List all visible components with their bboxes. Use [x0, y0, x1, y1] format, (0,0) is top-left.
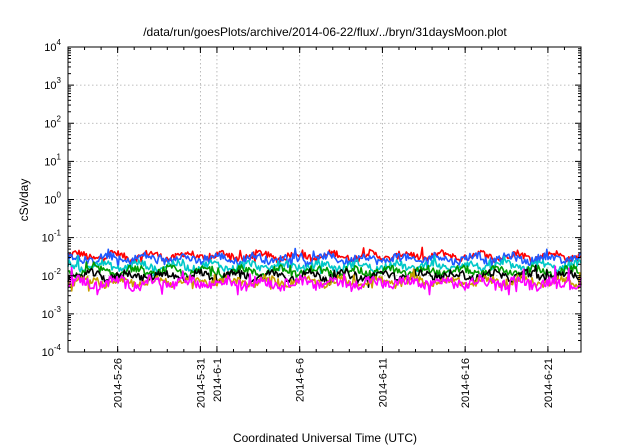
x-tick-label: 2014-6-21 — [543, 358, 555, 408]
x-tick-label: 2014-6-6 — [295, 358, 307, 402]
x-tick-label: 2014-5-31 — [195, 358, 207, 408]
x-tick-label: 2014-6-11 — [377, 358, 389, 407]
y-tick-label: 102 — [44, 114, 61, 130]
y-tick-label: 10-3 — [42, 305, 62, 321]
chart-title: /data/run/goesPlots/archive/2014-06-22/f… — [143, 25, 507, 39]
series-layer — [67, 246, 582, 296]
y-tick-label: 10-2 — [42, 267, 62, 283]
y-tick-label: 104 — [44, 38, 61, 54]
series-line — [67, 254, 582, 277]
y-axis-label: cSv/day — [17, 179, 31, 222]
x-tick-label: 2014-6-16 — [460, 358, 472, 408]
series-line — [67, 264, 582, 289]
y-tick-label: 10-1 — [42, 229, 62, 245]
y-axis: 10-4 10-3 10-2 10-1 100 101 102 103 104 — [42, 38, 581, 359]
series-line — [67, 265, 582, 296]
y-tick-label: 100 — [44, 191, 61, 207]
y-tick-label: 101 — [44, 152, 61, 168]
x-tick-label: 2014-5-26 — [113, 358, 125, 408]
y-tick-label: 103 — [44, 76, 61, 92]
series-line — [67, 261, 582, 279]
x-axis-label: Coordinated Universal Time (UTC) — [233, 431, 417, 445]
grid — [68, 47, 581, 352]
x-axis: 2014-5-26 2014-5-31 2014-6-1 2014-6-6 2014-6… — [67, 47, 582, 408]
x-tick-label: 2014-6-1 — [212, 358, 224, 402]
y-tick-label: 10-4 — [42, 343, 62, 359]
